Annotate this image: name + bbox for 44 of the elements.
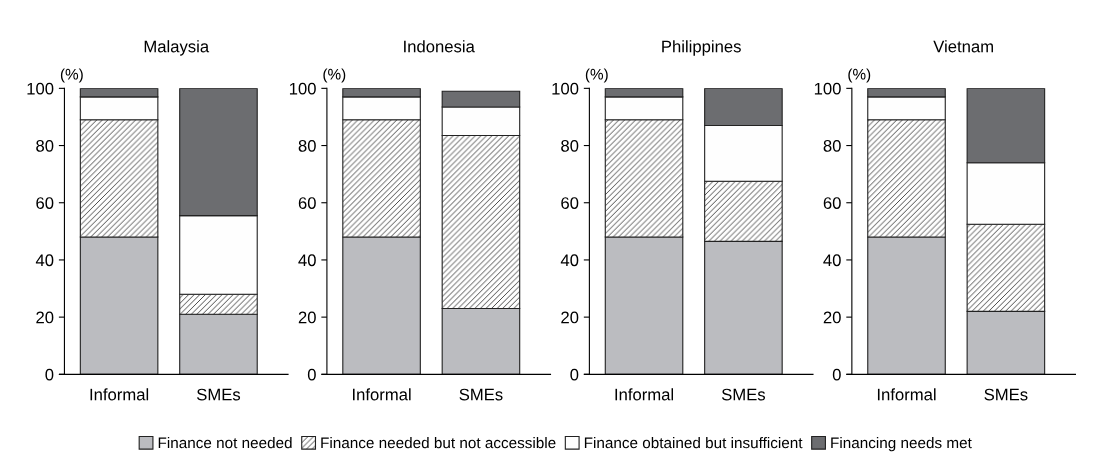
legend-label: Finance needed but not accessible — [321, 437, 556, 449]
y-tick-label: 0 — [570, 368, 579, 381]
x-tick-label: Informal — [877, 388, 936, 401]
y-axis-title: (%) — [585, 68, 608, 83]
chart-title: Indonesia — [404, 40, 475, 53]
legend-label: Finance not needed — [158, 437, 292, 449]
y-axis-title: (%) — [60, 68, 83, 83]
y-tick-label: 20 — [298, 311, 316, 324]
y-tick-label: 60 — [561, 197, 579, 209]
chart-title: Vietnam — [933, 40, 993, 53]
y-tick-label: 80 — [298, 139, 316, 152]
y-tick-label: 20 — [561, 311, 579, 324]
y-tick-label: 60 — [36, 197, 54, 209]
x-tick-label: SMEs — [984, 388, 1028, 401]
y-tick-label: 40 — [298, 254, 316, 267]
y-tick-label: 40 — [560, 254, 579, 267]
x-tick-label: Informal — [353, 388, 411, 401]
x-tick-label: Informal — [90, 388, 149, 401]
y-tick-label: 0 — [45, 368, 54, 381]
y-axis-title: (%) — [323, 68, 346, 83]
y-tick-label: 60 — [298, 197, 316, 209]
y-tick-label: 100 — [27, 82, 54, 95]
y-tick-label: 20 — [36, 311, 54, 324]
x-tick-label: Informal — [615, 388, 674, 401]
y-tick-label: 80 — [36, 139, 54, 152]
y-tick-label: 100 — [552, 82, 579, 95]
y-tick-label: 80 — [823, 139, 841, 152]
y-tick-label: 20 — [823, 311, 841, 324]
chart-title: Malaysia — [144, 40, 210, 56]
y-tick-label: 100 — [814, 82, 841, 95]
y-tick-label: 40 — [35, 254, 54, 267]
y-tick-label: 100 — [289, 82, 316, 95]
y-tick-label: 0 — [832, 368, 841, 381]
legend-label: Financing needs met — [831, 437, 972, 452]
chart-title: Philippines — [662, 40, 741, 56]
y-tick-label: 80 — [561, 139, 579, 152]
legend-label: Finance obtained but insufficient — [584, 437, 803, 449]
y-tick-label: 0 — [307, 368, 316, 381]
y-tick-label: 40 — [823, 254, 841, 267]
x-tick-label: SMEs — [197, 388, 241, 401]
x-tick-label: SMEs — [459, 388, 503, 401]
y-tick-label: 60 — [823, 197, 841, 209]
x-tick-label: SMEs — [721, 388, 766, 401]
y-axis-title: (%) — [848, 68, 871, 83]
